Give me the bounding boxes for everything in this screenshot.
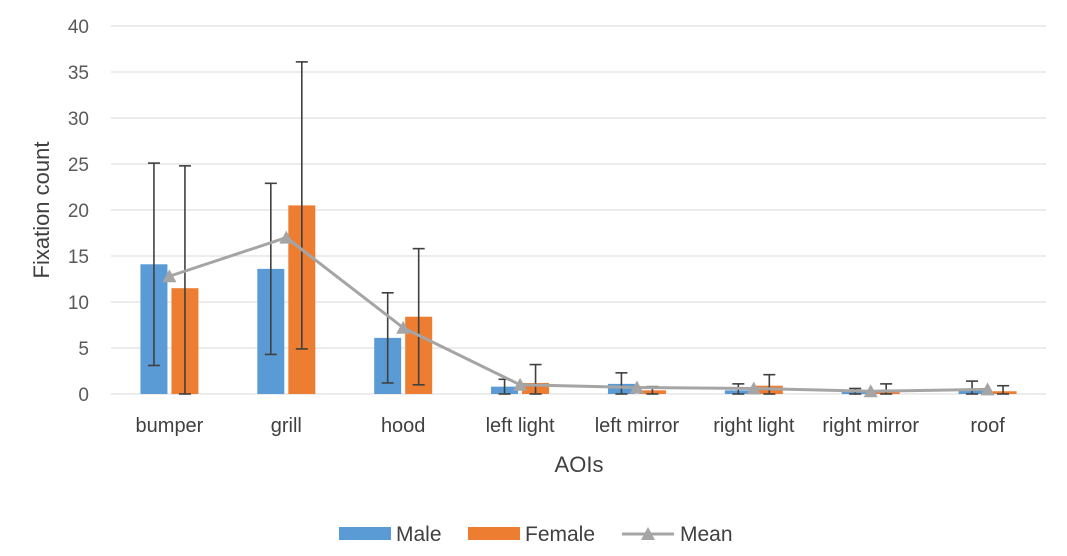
legend-marker	[641, 527, 655, 540]
x-category-label: left light	[486, 415, 555, 437]
legend-swatch-female	[468, 527, 520, 540]
legend-label-mean: Mean	[680, 523, 733, 546]
y-axis-title: Fixation count	[29, 142, 54, 279]
legend: Male Female Mean	[339, 523, 733, 546]
legend-label-female: Female	[525, 523, 595, 546]
bars	[140, 205, 1017, 394]
y-tick-label: 5	[78, 339, 89, 360]
x-category-label: right light	[713, 415, 795, 437]
mean-point	[629, 380, 644, 394]
mean-point	[396, 320, 411, 334]
x-category-label: left mirror	[595, 415, 680, 437]
x-category-label: bumper	[136, 415, 204, 437]
gridlines	[111, 25, 1046, 395]
y-tick-label: 15	[68, 247, 89, 268]
x-category-label: hood	[381, 415, 426, 437]
y-axis-ticks: 0 5 10 15 20 25 30 35 40	[68, 17, 89, 406]
mean-point	[980, 382, 995, 396]
y-tick-label: 0	[78, 385, 89, 406]
mean-line	[162, 230, 995, 398]
legend-label-male: Male	[396, 523, 442, 546]
mean-point	[279, 230, 294, 244]
y-tick-label: 25	[68, 155, 89, 176]
y-tick-label: 10	[68, 293, 89, 314]
x-axis-title: AOIs	[555, 452, 604, 477]
x-category-label: right mirror	[822, 415, 919, 437]
y-tick-label: 20	[68, 201, 89, 222]
x-category-label: roof	[970, 415, 1005, 437]
x-category-label: grill	[271, 415, 302, 437]
legend-swatch-male	[339, 527, 391, 540]
mean-point	[863, 384, 878, 398]
mean-point	[162, 269, 177, 283]
mean-series-line	[168, 235, 988, 393]
mean-point	[513, 377, 528, 391]
y-tick-label: 40	[68, 17, 89, 38]
y-tick-label: 35	[68, 63, 89, 84]
mean-point	[746, 381, 761, 395]
x-axis-categories: bumper grill hood left light left mirror righ…	[136, 415, 1006, 437]
y-tick-label: 30	[68, 109, 89, 130]
